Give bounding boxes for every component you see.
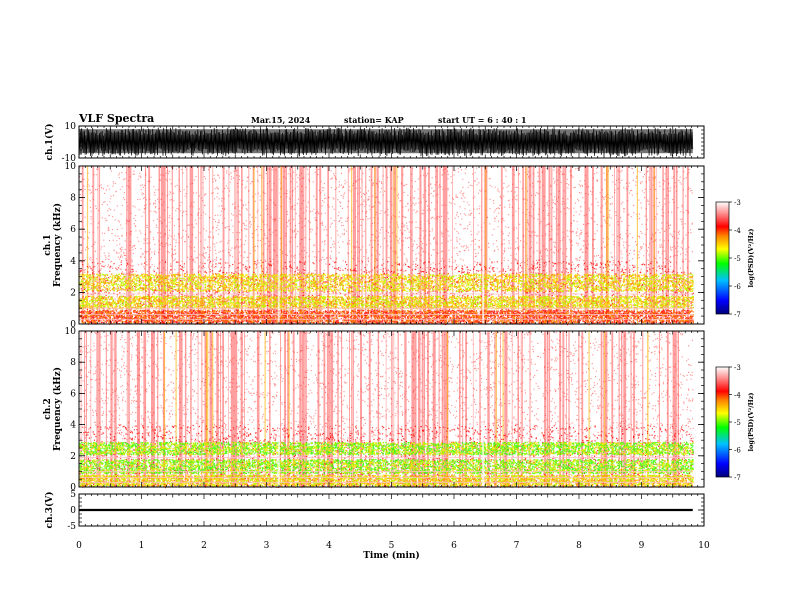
spectrogram-ch2-ytick-label: 8 — [70, 358, 76, 368]
spectrogram-ch2-image — [79, 331, 694, 489]
spectrogram-ch2-band-0-2 — [79, 458, 694, 475]
spectrogram-ch1-ytick-label: 6 — [70, 225, 76, 235]
spectrogram-ch1-band-0-2 — [79, 295, 694, 310]
waveform-ch3-trace — [79, 508, 693, 512]
spectrogram-ch1-band-1-1 — [79, 273, 694, 293]
xtick-label: 1 — [139, 541, 145, 551]
spectrogram-ch2-cbar-tick-label: -7 — [734, 474, 741, 482]
spectrogram-ch2-ylabel: Frequency (kHz) — [52, 367, 63, 451]
spectrogram-ch2-ytick-label: 0 — [70, 483, 76, 493]
spectrogram-ch1-cbar-label: log(PSD)(V²/Hz) — [747, 229, 755, 288]
spectrogram-ch1-ylabel: Frequency (kHz) — [52, 203, 63, 287]
spectrogram-ch2-band-2-2 — [79, 474, 694, 487]
xtick-label: 5 — [389, 541, 395, 551]
spectrogram-ch1-colorbar — [715, 201, 730, 315]
xtick-label: 10 — [698, 541, 710, 551]
xtick-label: 3 — [264, 541, 270, 551]
spectrogram-ch1-ytick-label: 8 — [70, 194, 76, 204]
waveform-ch3-ytick-label: 0 — [70, 506, 76, 516]
spectrogram-ch1-band-1-2 — [79, 273, 694, 293]
waveform-ch3-ytick-label: 5 — [70, 490, 76, 500]
xtick-label: 4 — [326, 541, 332, 551]
spectrogram-ch1-image — [79, 166, 695, 326]
spectrogram-ch2-band-1-2 — [79, 441, 694, 456]
xtick-label: 9 — [639, 541, 645, 551]
waveform-ch1-envelope — [79, 129, 693, 154]
spectrogram-ch2-cbar-tick-label: -4 — [734, 392, 741, 400]
spectrogram-ch2-gap-1 — [482, 331, 485, 487]
spectrogram-ch1-cbar-tick-label: -4 — [734, 227, 741, 235]
spectrogram-ch2-ylabel: ch.2 — [43, 398, 53, 419]
spectrogram-ch2-ytick-label: 6 — [70, 389, 76, 399]
spectrogram-ch1-cbar-tick-label: -7 — [734, 311, 741, 319]
xtick-label: 0 — [76, 541, 82, 551]
spectrogram-ch2-ytick-label: 4 — [70, 421, 76, 431]
spectrogram-ch1-cbar-tick-label: -6 — [734, 283, 741, 291]
date-label: Mar.15, 2024 — [251, 115, 311, 125]
spectrogram-ch1-ytick-label: 10 — [65, 162, 77, 172]
spectrogram-ch1-ytick-label: 4 — [70, 257, 76, 267]
start-time-label: start UT = 6 : 40 : 1 — [438, 115, 527, 125]
spectrogram-ch1-ytick-label: 0 — [70, 320, 76, 330]
xtick-label: 8 — [576, 541, 582, 551]
waveform-ch3-ytick-label: -5 — [67, 522, 76, 532]
spectrogram-ch2-cbar-tick-label: -6 — [734, 447, 741, 455]
waveform-ch1-ytick-label: 10 — [65, 122, 77, 132]
spectrogram-ch1-ylabel: ch.1 — [43, 234, 53, 255]
spectrogram-ch2-ytick-label: 10 — [65, 327, 77, 337]
spectrogram-ch2-gap-0 — [277, 331, 280, 487]
spectrogram-ch2-band-2-0 — [79, 474, 694, 487]
spectrogram-ch2-cbar-tick-label: -5 — [734, 419, 741, 427]
waveform-ch1-ytick-label: -10 — [62, 154, 77, 164]
spectrogram-ch2-colorbar — [715, 366, 730, 478]
spectrogram-ch2-band-1-0 — [79, 441, 694, 456]
spectrogram-ch2-cbar-label: log(PSD)(V²/Hz) — [747, 393, 755, 452]
x-axis-label: Time (min) — [363, 550, 420, 561]
spectrogram-ch2-cbar-tick-label: -3 — [734, 364, 741, 372]
spectrogram-ch1-ytick-label: 2 — [70, 288, 76, 298]
spectrogram-ch1-gap-1 — [482, 166, 485, 324]
spectrogram-ch1-band-2-1 — [79, 309, 695, 324]
spectrogram-ch1-cbar-tick-label: -3 — [734, 199, 741, 207]
spectrogram-ch1-cbar-tick-label: -5 — [734, 255, 741, 263]
station-label: station= KAP — [344, 115, 404, 125]
spectrogram-ch1-band-2-2 — [79, 309, 695, 324]
figure-title: VLF Spectra — [79, 112, 155, 125]
xtick-label: 7 — [514, 541, 520, 551]
spectrogram-ch1-gap-0 — [277, 166, 280, 324]
waveform-ch1-ylabel: ch.1(V) — [44, 124, 55, 161]
waveform-ch3-ylabel: ch.3(V) — [44, 492, 55, 529]
spectrogram-ch2-ytick-label: 2 — [70, 452, 76, 462]
xtick-label: 6 — [451, 541, 457, 551]
xtick-label: 2 — [201, 541, 207, 551]
